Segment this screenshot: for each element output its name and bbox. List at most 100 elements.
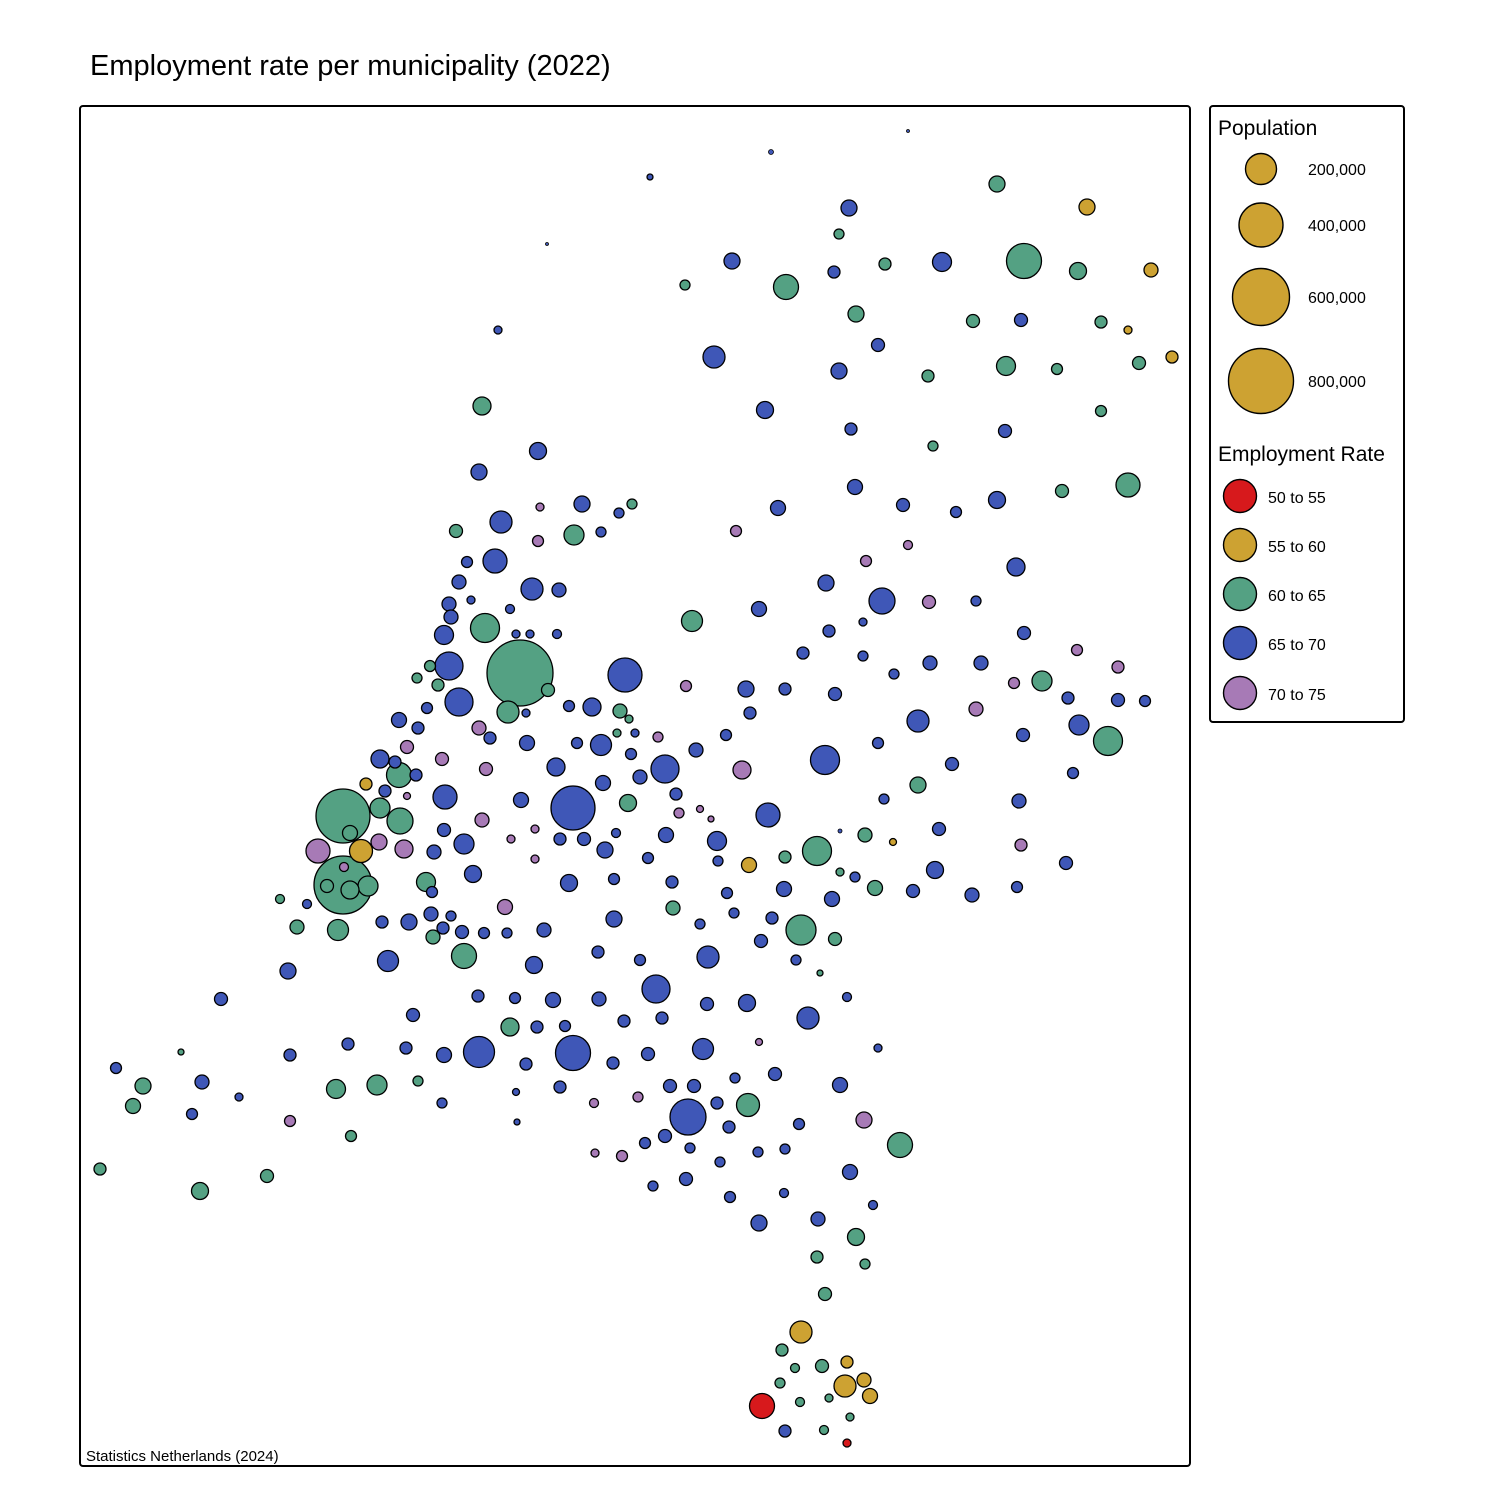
municipality-bubble [366,1074,388,1096]
legend-rate-swatch-5 [1222,675,1258,711]
municipality-bubble [451,574,467,590]
municipality-bubble [471,720,487,736]
municipality-bubble [796,1006,820,1030]
municipality-bubble [1010,880,1024,894]
municipality-bubble [767,1066,783,1082]
municipality-bubble [965,313,981,329]
municipality-bubble [859,554,873,568]
legend-panel: Population 200,000 400,000 600,000 800,0… [1209,105,1405,723]
municipality-bubble [1066,766,1080,780]
municipality-bubble [970,595,982,607]
municipality-bubble [1058,855,1074,871]
municipality-bubble [493,325,503,335]
municipality-bubble [858,617,868,627]
municipality-bubble [513,1118,521,1126]
municipality-bubble [847,305,865,323]
municipality-bubble [835,867,845,877]
municipality-bubble [688,742,704,758]
legend-rate-swatch-3 [1222,576,1258,612]
municipality-bubble [886,1131,914,1159]
municipality-bubble [723,252,741,270]
municipality-bubble [822,624,836,638]
municipality-bubble [423,659,437,673]
municipality-bubble [841,991,853,1003]
municipality-bubble [641,974,671,1004]
municipality-bubble [589,733,613,757]
municipality-bubble [617,1014,631,1028]
municipality-bubble [694,918,706,930]
municipality-bubble [605,910,623,928]
municipality-bubble [775,880,793,898]
municipality-bubble [814,1358,830,1374]
municipality-bubble [931,251,953,273]
map-title: Employment rate per municipality (2022) [90,50,611,82]
municipality-bubble [436,921,450,935]
municipality-bubble [774,1377,786,1389]
municipality-bubble [630,728,640,738]
municipality-bubble [469,612,501,644]
municipality-bubble [558,1019,572,1033]
municipality-bubble [765,911,779,925]
municipality-bubble [837,828,843,834]
municipality-bubble [679,279,691,291]
municipality-bubble [987,490,1007,510]
municipality-bubble [194,1074,210,1090]
municipality-bubble [375,915,389,929]
municipality-bubble [405,1007,421,1023]
municipality-bubble [931,821,947,837]
municipality-bubble [722,1120,736,1134]
municipality-bubble [810,1250,824,1264]
municipality-bubble [283,1114,297,1128]
municipality-bubble [283,1048,297,1062]
municipality-bubble [1061,691,1075,705]
municipality-bubble [521,708,531,718]
municipality-bubble [486,639,554,707]
municipality-bubble [833,1374,857,1398]
municipality-bubble [596,841,614,859]
municipality-bubble [895,497,911,513]
municipality-bubble [921,594,937,610]
municipality-bubble [857,827,873,843]
municipality-bubble [873,1043,883,1053]
legend-population-label-800k: 800,000 [1308,374,1366,391]
municipality-bubble [1011,793,1027,809]
municipality-bubble [723,1190,737,1204]
municipality-bubble [520,577,544,601]
municipality-bubble [369,797,391,819]
municipality-bubble [341,1037,355,1051]
municipality-bubble [997,423,1013,439]
municipality-bubble [1070,643,1084,657]
municipality-bubble [964,887,980,903]
municipality-bubble [842,1438,852,1448]
municipality-bubble [755,400,775,420]
municipality-bubble [109,1061,123,1075]
municipality-bubble [652,731,664,743]
municipality-bubble [995,355,1017,377]
municipality-bubble [434,651,464,681]
municipality-bubble [528,441,548,461]
municipality-bubble [411,672,423,684]
municipality-bubble [530,854,540,864]
municipality-bubble [778,1187,790,1199]
municipality-bubble [769,499,787,517]
municipality-bubble [870,337,886,353]
municipality-bubble [830,362,848,380]
municipality-bubble [185,1107,199,1121]
municipality-bubble [778,1424,792,1438]
municipality-bubble [778,682,792,696]
municipality-bubble [460,555,474,569]
municipality-bubble [388,755,402,769]
municipality-bubble [827,931,843,947]
municipality-bubble [1165,350,1179,364]
municipality-bubble [750,600,768,618]
municipality-bubble [553,1080,567,1094]
municipality-bubble [610,827,622,839]
municipality-bubble [691,1037,715,1061]
municipality-bubble [785,914,817,946]
municipality-bubble [638,1136,652,1150]
municipality-bubble [444,687,474,717]
municipality-bubble [1016,625,1032,641]
legend-population-symbol-3 [1231,267,1291,327]
legend-population-symbol-1 [1244,152,1278,186]
municipality-bubble [399,739,415,755]
